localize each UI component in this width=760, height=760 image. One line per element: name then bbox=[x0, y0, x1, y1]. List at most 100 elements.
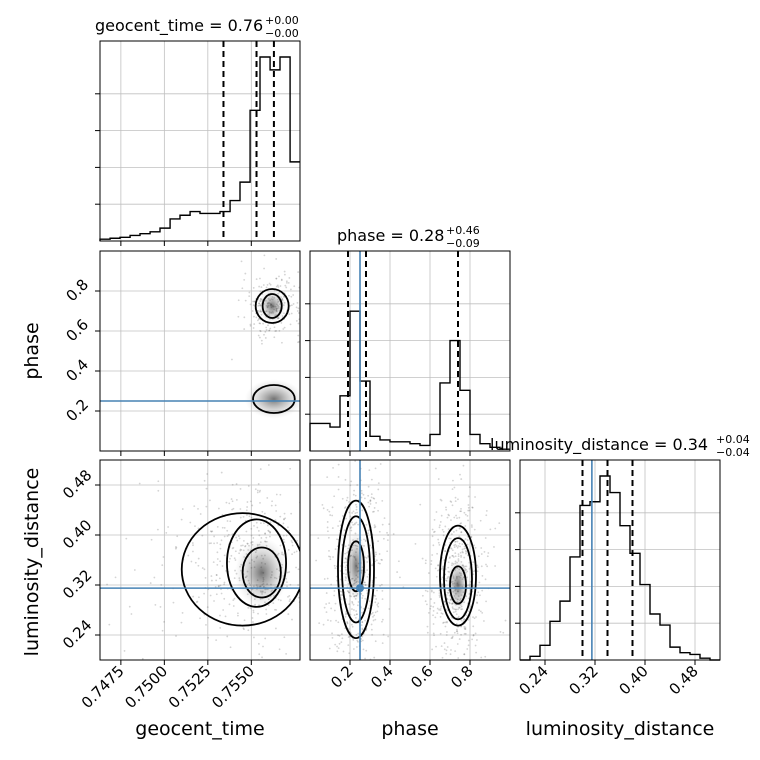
sample-point bbox=[283, 518, 285, 521]
sample-point bbox=[245, 509, 248, 512]
sample-point bbox=[471, 506, 474, 509]
sample-point bbox=[267, 324, 269, 327]
sample-point bbox=[296, 301, 299, 304]
sample-point bbox=[331, 512, 333, 514]
sample-point bbox=[252, 286, 255, 289]
sample-point bbox=[346, 621, 349, 624]
sample-point bbox=[476, 602, 479, 604]
sample-point bbox=[449, 500, 452, 503]
sample-point bbox=[219, 584, 222, 587]
sample-point bbox=[261, 510, 264, 513]
sample-point bbox=[197, 564, 200, 567]
sample-point bbox=[334, 548, 337, 551]
sample-point bbox=[475, 616, 477, 618]
sample-point bbox=[467, 504, 470, 506]
sample-point bbox=[342, 650, 345, 653]
sample-point bbox=[282, 328, 285, 330]
sample-point bbox=[352, 703, 354, 705]
sample-point bbox=[290, 312, 293, 315]
sample-point bbox=[436, 669, 438, 671]
sample-point bbox=[460, 510, 463, 513]
sample-point bbox=[379, 584, 382, 587]
sample-point bbox=[334, 602, 337, 605]
sample-point bbox=[468, 509, 471, 512]
sample-point bbox=[257, 612, 259, 615]
sample-point bbox=[485, 563, 487, 566]
x-tick-label: 0.6 bbox=[407, 662, 437, 692]
sample-point bbox=[386, 550, 389, 553]
sample-point bbox=[432, 605, 435, 608]
sample-point bbox=[378, 530, 381, 533]
sample-point bbox=[312, 591, 314, 593]
sample-point bbox=[220, 471, 223, 474]
sample-point bbox=[278, 329, 281, 332]
sample-point bbox=[275, 277, 278, 280]
sample-point bbox=[287, 281, 290, 284]
sample-point bbox=[268, 282, 271, 285]
sample-point bbox=[332, 610, 334, 612]
sample-point bbox=[449, 706, 451, 708]
sample-point bbox=[339, 570, 342, 572]
sample-point bbox=[345, 750, 347, 752]
sample-point bbox=[355, 610, 358, 612]
sample-point bbox=[433, 531, 435, 534]
sample-point bbox=[157, 489, 160, 492]
sample-point bbox=[354, 522, 356, 525]
sample-point bbox=[197, 527, 200, 530]
sample-point bbox=[209, 499, 211, 502]
sample-point bbox=[256, 491, 259, 494]
sample-point bbox=[263, 333, 265, 336]
sample-point bbox=[234, 550, 237, 553]
sample-point bbox=[346, 496, 349, 499]
sample-point bbox=[235, 536, 238, 539]
sample-point bbox=[392, 533, 395, 535]
sample-point bbox=[472, 616, 474, 618]
sample-point bbox=[441, 576, 444, 579]
sample-point bbox=[318, 622, 321, 624]
sample-point bbox=[439, 615, 442, 618]
sample-point bbox=[226, 520, 229, 522]
sample-point bbox=[451, 549, 454, 552]
sample-point bbox=[187, 554, 190, 557]
sample-point bbox=[360, 492, 363, 495]
sample-point bbox=[192, 457, 194, 459]
sample-point bbox=[354, 494, 357, 497]
svg-text:+0.04: +0.04 bbox=[716, 433, 750, 446]
sample-point bbox=[297, 322, 300, 325]
svg-text:+0.46: +0.46 bbox=[446, 224, 480, 237]
sample-point bbox=[443, 601, 446, 603]
sample-point bbox=[467, 519, 469, 522]
sample-point bbox=[364, 657, 366, 660]
sample-point bbox=[438, 608, 440, 611]
sample-point bbox=[346, 448, 348, 450]
sample-point bbox=[243, 619, 246, 622]
sample-point bbox=[287, 548, 290, 551]
sample-point bbox=[371, 709, 373, 711]
sample-point bbox=[441, 656, 444, 659]
sample-point bbox=[205, 623, 207, 626]
sample-point bbox=[228, 560, 231, 563]
svg-text:−0.04: −0.04 bbox=[716, 446, 750, 459]
sample-point bbox=[264, 637, 267, 640]
sample-point bbox=[445, 608, 448, 611]
sample-point bbox=[445, 506, 447, 509]
sample-point bbox=[374, 618, 377, 621]
sample-point bbox=[230, 498, 233, 500]
sample-point bbox=[432, 614, 434, 617]
sample-point bbox=[233, 597, 236, 600]
sample-point bbox=[486, 555, 489, 558]
sample-point bbox=[297, 312, 300, 314]
sample-point bbox=[269, 535, 271, 538]
sample-point bbox=[378, 553, 381, 555]
sample-point bbox=[431, 554, 434, 556]
sample-point bbox=[371, 564, 374, 566]
sample-point bbox=[462, 551, 464, 554]
sample-point bbox=[197, 557, 200, 560]
sample-point bbox=[360, 489, 363, 492]
sample-point bbox=[459, 510, 462, 513]
sample-point bbox=[279, 285, 282, 287]
sample-point bbox=[430, 563, 433, 565]
sample-point bbox=[277, 681, 279, 683]
sample-point bbox=[376, 589, 378, 592]
sample-point bbox=[355, 521, 358, 524]
